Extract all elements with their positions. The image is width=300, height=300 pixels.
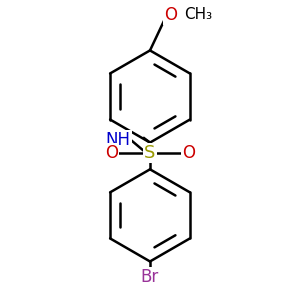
Text: O: O (182, 144, 195, 162)
Text: S: S (144, 144, 156, 162)
Text: O: O (164, 6, 177, 24)
Text: CH₃: CH₃ (184, 7, 212, 22)
Text: O: O (105, 144, 118, 162)
Text: NH: NH (106, 130, 131, 148)
Text: Br: Br (141, 268, 159, 286)
